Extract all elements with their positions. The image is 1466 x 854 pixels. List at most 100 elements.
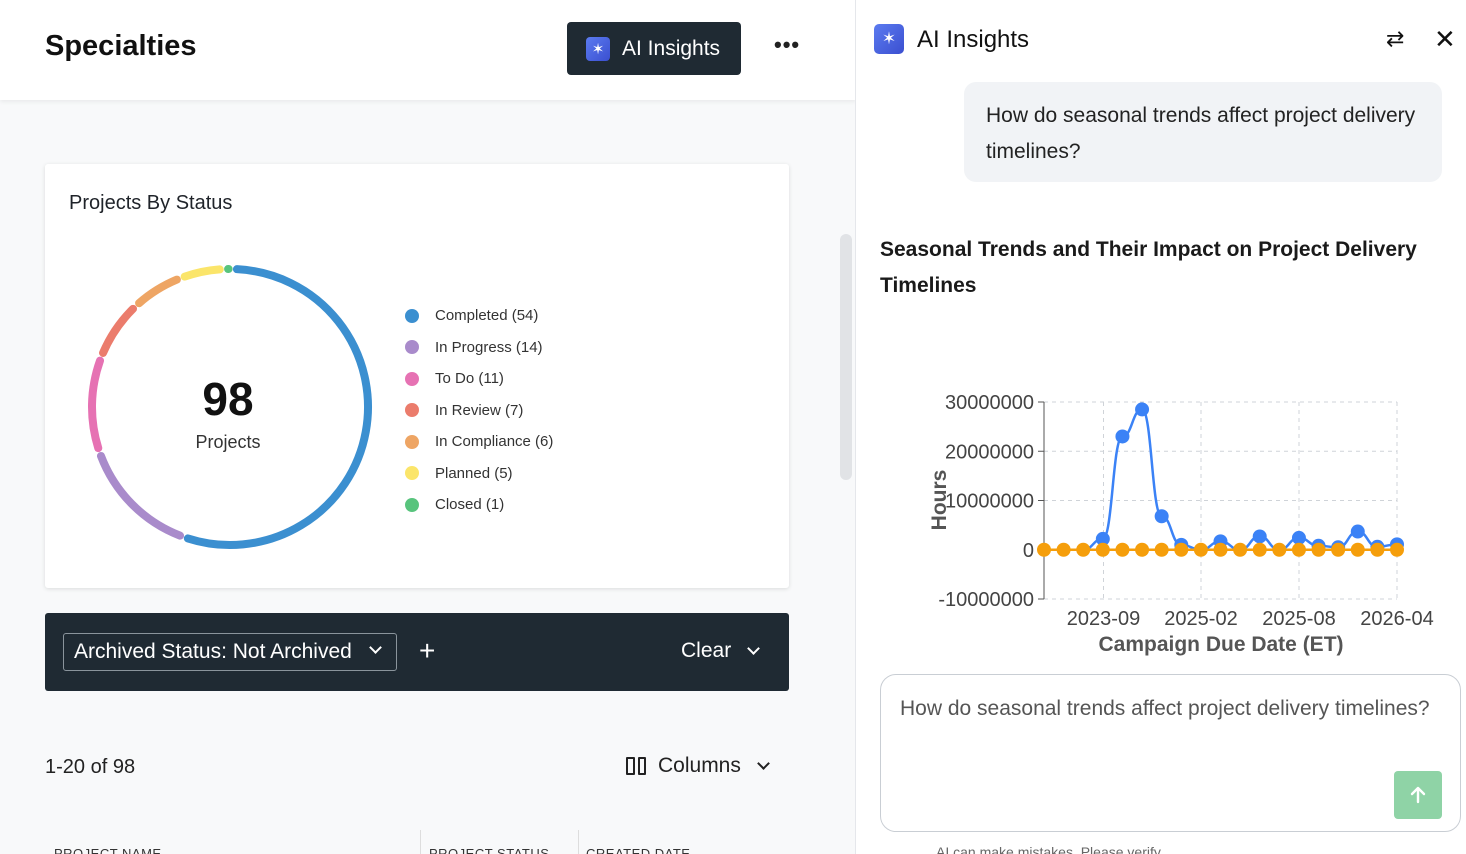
series-1-point[interactable] — [1272, 542, 1287, 557]
legend-dot — [405, 308, 419, 323]
donut-slice-4[interactable] — [135, 275, 181, 308]
series-1-point[interactable] — [1252, 542, 1267, 557]
swap-icon[interactable]: ⇄ — [1386, 26, 1405, 51]
donut-slice-2[interactable] — [88, 356, 105, 453]
series-0-point[interactable] — [1135, 402, 1150, 417]
arrow-up-icon — [1410, 786, 1426, 804]
series-1-point[interactable] — [1095, 542, 1110, 557]
status-donut-chart — [88, 265, 372, 549]
ai-logo-icon: ✶ — [586, 36, 610, 61]
donut-slice-1[interactable] — [96, 451, 185, 540]
column-header-created-date[interactable]: CREATED DATE — [586, 846, 691, 854]
y-tick-label: 30000000 — [945, 392, 1034, 414]
page-title: Specialties — [45, 30, 197, 62]
series-0-point[interactable] — [1154, 509, 1169, 524]
ai-logo-icon: ✶ — [874, 24, 904, 54]
donut-slice-0[interactable] — [183, 265, 372, 549]
x-tick-label: 2025-08 — [1262, 608, 1335, 630]
series-1-point[interactable] — [1390, 542, 1404, 557]
y-tick-label: 0 — [1023, 540, 1034, 562]
ai-insights-button-label: AI Insights — [622, 36, 721, 60]
chat-input[interactable]: How do seasonal trends affect project de… — [880, 674, 1461, 832]
series-1-point[interactable] — [1370, 542, 1385, 557]
series-0-point[interactable] — [1252, 529, 1267, 544]
column-header-project-name[interactable]: PROJECT NAME — [54, 846, 162, 854]
card-title: Projects By Status — [69, 192, 233, 214]
series-1-point[interactable] — [1056, 542, 1071, 557]
series-1-point[interactable] — [1115, 542, 1130, 557]
close-icon[interactable]: ✕ — [1434, 24, 1456, 54]
legend-item[interactable]: Completed (54) — [405, 300, 553, 332]
legend-item[interactable]: In Review (7) — [405, 395, 553, 427]
donut-slice-3[interactable] — [99, 304, 138, 357]
series-1-point[interactable] — [1037, 542, 1051, 557]
series-0-point[interactable] — [1291, 530, 1306, 545]
disclaimer-text: AI can make mistakes. Please verify — [936, 844, 1161, 854]
series-1-point[interactable] — [1291, 542, 1306, 557]
donut-slice-5[interactable] — [180, 265, 224, 281]
legend-item[interactable]: To Do (11) — [405, 363, 553, 395]
legend-dot — [405, 403, 419, 418]
donut-legend: Completed (54) In Progress (14) To Do (11)… — [405, 300, 553, 521]
columns-button[interactable]: Columns — [626, 754, 770, 778]
legend-item[interactable]: In Compliance (6) — [405, 426, 553, 458]
legend-label: In Progress (14) — [435, 338, 543, 356]
x-tick-label: 2026-04 — [1360, 608, 1433, 630]
series-0-point[interactable] — [1115, 429, 1130, 444]
series-1-point[interactable] — [1213, 542, 1228, 557]
series-1-point[interactable] — [1331, 542, 1346, 557]
legend-item[interactable]: Planned (5) — [405, 458, 553, 490]
legend-dot — [405, 466, 419, 481]
series-1-point[interactable] — [1311, 542, 1326, 557]
projects-by-status-card: Projects By Status 98 Projects Completed… — [45, 164, 789, 588]
legend-dot — [405, 340, 419, 355]
series-0-point[interactable] — [1350, 524, 1365, 539]
user-message-bubble: How do seasonal trends affect project de… — [964, 82, 1442, 182]
send-button[interactable] — [1394, 771, 1442, 819]
series-line-0 — [1044, 408, 1398, 552]
archived-status-filter[interactable]: Archived Status: Not Archived — [63, 633, 397, 671]
legend-label: Closed (1) — [435, 496, 505, 514]
y-axis-label: Hours — [928, 470, 951, 531]
series-1-point[interactable] — [1233, 542, 1248, 557]
pagination-info: 1-20 of 98 — [45, 756, 136, 778]
x-axis-label: Campaign Due Date (ET) — [1098, 633, 1343, 656]
clear-filters-button[interactable]: Clear — [681, 639, 761, 663]
x-tick-label: 2023-09 — [1067, 608, 1140, 630]
legend-label: To Do (11) — [435, 370, 504, 388]
legend-item[interactable]: In Progress (14) — [405, 332, 553, 364]
legend-label: In Compliance (6) — [435, 433, 554, 451]
column-header-project-status[interactable]: PROJECT STATUS — [429, 846, 550, 854]
add-filter-button[interactable]: + — [419, 635, 436, 666]
y-tick-label: 20000000 — [945, 441, 1034, 463]
filter-bar: Archived Status: Not Archived + Clear — [45, 613, 789, 691]
column-divider[interactable] — [420, 830, 421, 854]
legend-item[interactable]: Closed (1) — [405, 489, 553, 521]
columns-label: Columns — [658, 754, 741, 777]
answer-heading: Seasonal Trends and Their Impact on Proj… — [880, 238, 1417, 297]
ai-insights-panel: ✶ AI Insights ⇄ ✕ How do seasonal trends… — [856, 0, 1466, 854]
series-0-point[interactable] — [1095, 531, 1110, 546]
legend-dot — [405, 371, 419, 386]
series-1-point[interactable] — [1350, 542, 1365, 557]
table-header-row: PROJECT NAME PROJECT STATUS CREATED DATE — [45, 828, 789, 854]
series-1-point[interactable] — [1154, 542, 1169, 557]
series-1-point[interactable] — [1174, 542, 1189, 557]
donut-total: 98 — [202, 373, 254, 425]
series-1-point[interactable] — [1076, 542, 1091, 557]
ai-insights-button[interactable]: ✶ AI Insights — [567, 22, 741, 75]
column-divider[interactable] — [578, 830, 579, 854]
scrollbar-thumb[interactable] — [840, 234, 852, 480]
donut-total-label: Projects — [195, 432, 261, 452]
series-1-point[interactable] — [1193, 542, 1208, 557]
main-pane: Specialties ✶ AI Insights ••• Projects B… — [45, 22, 852, 854]
legend-label: In Review (7) — [435, 401, 524, 419]
clear-label: Clear — [681, 639, 732, 662]
legend-label: Completed (54) — [435, 307, 539, 325]
more-options-icon[interactable]: ••• — [774, 32, 801, 57]
series-1-point[interactable] — [1135, 542, 1150, 557]
chevron-down-icon — [757, 757, 770, 770]
y-tick-label: -10000000 — [938, 589, 1034, 611]
pane-divider — [855, 0, 856, 854]
legend-dot — [405, 497, 419, 512]
